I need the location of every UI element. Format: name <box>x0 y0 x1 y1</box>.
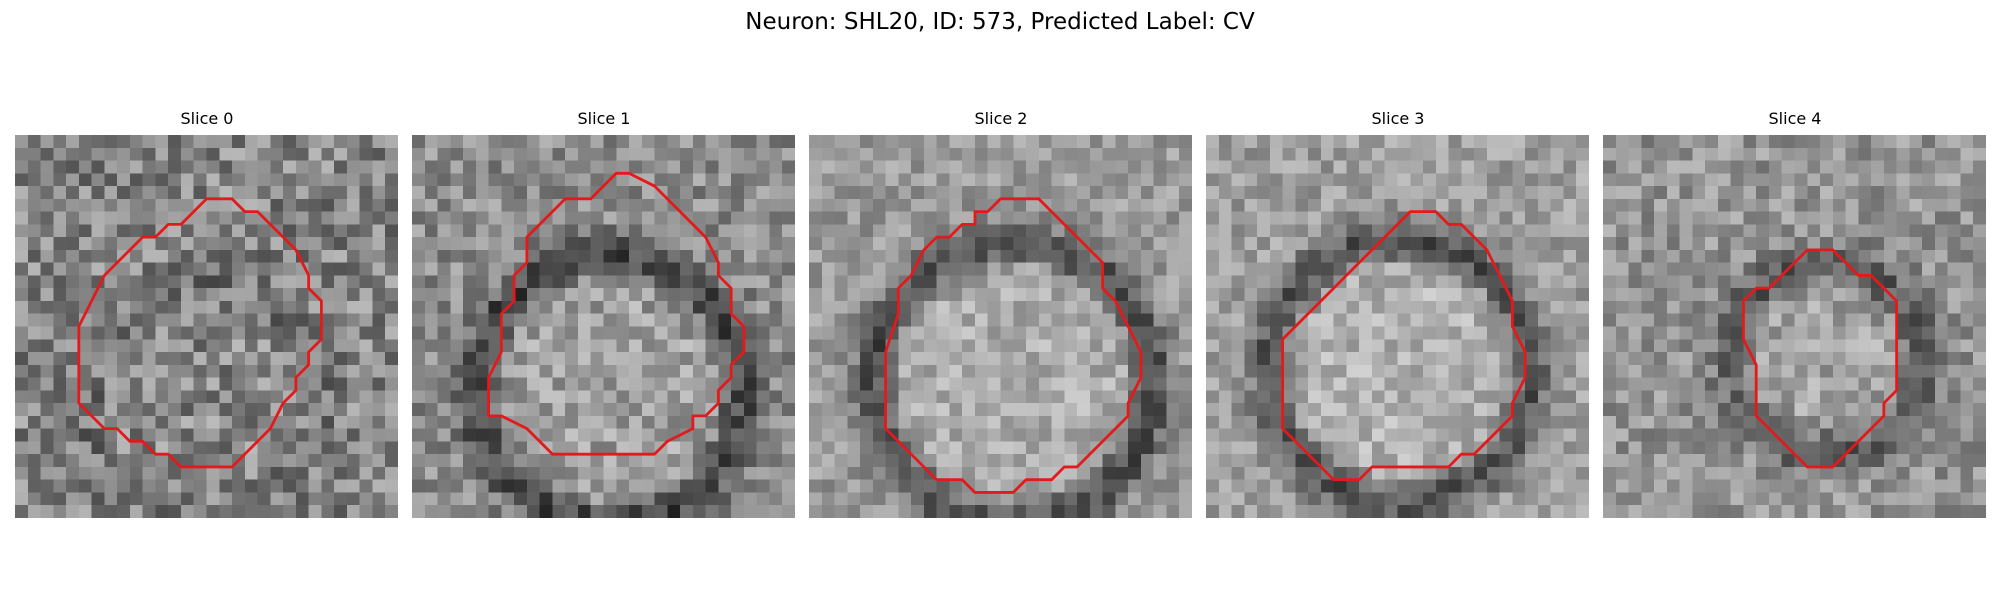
cell-contour <box>884 197 1143 494</box>
slice-title-3: Slice 3 <box>1371 109 1425 128</box>
slice-image-4 <box>1603 135 1986 518</box>
slice-panel-3: Slice 3 <box>1206 109 1590 519</box>
slice-image-2 <box>809 135 1192 518</box>
figure-title: Neuron: SHL20, ID: 573, Predicted Label:… <box>745 9 1255 35</box>
slice-panel-2: Slice 2 <box>809 109 1193 519</box>
slice-image-3 <box>1206 135 1589 518</box>
cell-contour <box>77 197 323 469</box>
slice-panel-1: Slice 1 <box>412 109 796 519</box>
slice-title-4: Slice 4 <box>1768 109 1822 128</box>
slice-title-0: Slice 0 <box>180 109 234 128</box>
cell-contour <box>487 171 746 456</box>
pixel-grid <box>1603 135 1986 518</box>
pixel-grid <box>1206 135 1589 518</box>
slice-image-0 <box>15 135 398 518</box>
slice-image-1 <box>412 135 795 518</box>
slice-panel-4: Slice 4 <box>1603 109 1987 519</box>
pixel-grid <box>809 135 1192 518</box>
cell-contour <box>1742 248 1899 469</box>
cell-contour <box>1281 210 1527 482</box>
slice-title-2: Slice 2 <box>974 109 1028 128</box>
slice-title-1: Slice 1 <box>577 109 631 128</box>
pixel-grid <box>412 135 795 518</box>
slice-panel-0: Slice 0 <box>15 109 399 519</box>
pixel-grid <box>15 135 398 518</box>
